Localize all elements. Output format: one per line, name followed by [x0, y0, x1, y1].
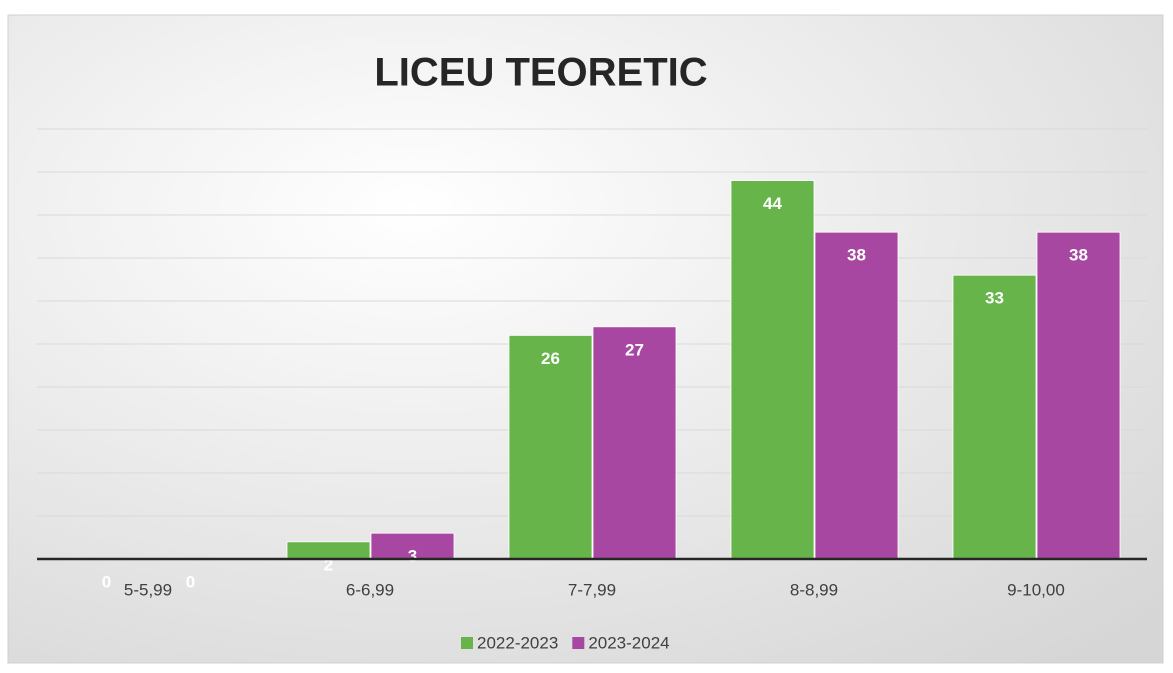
data-label: 2 [324, 555, 333, 574]
bar [730, 180, 815, 560]
x-tick-label: 5-5,99 [124, 580, 172, 599]
plot-area: 5-5,99 0 0 6-6,99 2 3 7-7,99 26 27 8-8,99 44 38 9-10… [37, 128, 1147, 652]
bar [508, 334, 593, 560]
legend-swatch [572, 637, 585, 649]
x-tick-label: 7-7,99 [568, 580, 616, 599]
data-label: 38 [847, 246, 866, 265]
data-label: 26 [541, 349, 560, 368]
data-label: 0 [102, 572, 111, 591]
data-label: 33 [985, 289, 1004, 308]
data-label: 27 [625, 340, 644, 359]
x-tick-label: 8-8,99 [790, 580, 838, 599]
bar [814, 231, 899, 560]
legend-label: 2022-2023 [477, 633, 558, 652]
bar [952, 274, 1037, 560]
legend-label: 2023-2024 [588, 633, 669, 652]
bar [592, 326, 677, 560]
x-tick-label: 6-6,99 [346, 580, 394, 599]
bar [370, 532, 455, 560]
legend-swatch [461, 637, 473, 649]
bar [1036, 231, 1121, 560]
x-tick-label: 9-10,00 [1007, 580, 1065, 599]
chart-title: LICEU TEORETIC [374, 51, 707, 95]
data-label: 0 [186, 572, 195, 591]
data-label: 3 [408, 547, 417, 566]
data-label: 44 [763, 194, 782, 213]
data-label: 38 [1069, 246, 1088, 265]
